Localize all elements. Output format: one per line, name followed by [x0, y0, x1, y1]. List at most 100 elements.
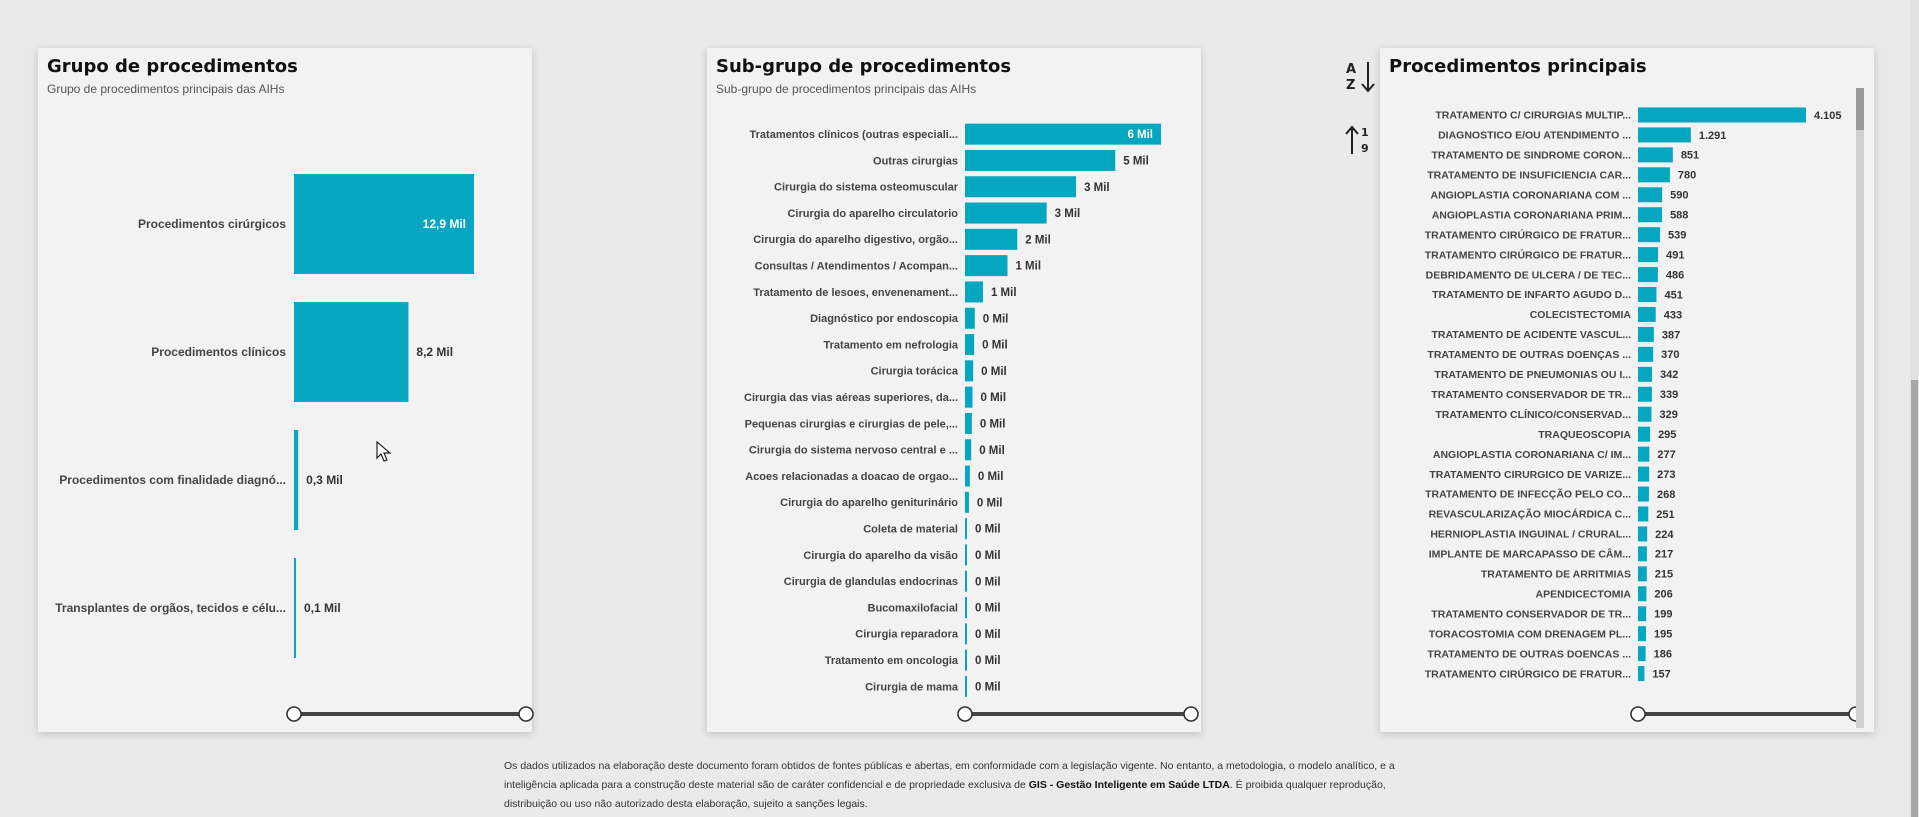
bar[interactable] — [1638, 107, 1806, 123]
category-label: HERNIOPLASTIA INGUINAL / CRURAL... — [1430, 529, 1631, 541]
principais-scrollbar[interactable] — [1856, 88, 1864, 728]
bar[interactable] — [965, 491, 969, 513]
data-label: 0 Mil — [981, 392, 1007, 404]
bar[interactable] — [965, 228, 1018, 250]
bar[interactable] — [965, 307, 975, 329]
bar[interactable] — [965, 386, 973, 408]
bar[interactable] — [294, 558, 296, 658]
bar[interactable] — [1638, 446, 1650, 462]
bar[interactable] — [965, 465, 970, 487]
data-label: 370 — [1661, 349, 1679, 361]
category-label: Cirurgia torácica — [871, 366, 959, 378]
bar[interactable] — [1638, 207, 1663, 223]
bar[interactable] — [965, 149, 1116, 171]
category-label: TRATAMENTO DE SINDROME CORON... — [1432, 150, 1632, 162]
bar[interactable] — [1638, 406, 1652, 422]
bar[interactable] — [1638, 326, 1654, 342]
bar[interactable] — [965, 255, 1008, 277]
bar[interactable] — [965, 597, 967, 619]
bar[interactable] — [1638, 167, 1670, 183]
category-label: Procedimentos com finalidade diagnó... — [59, 473, 286, 487]
data-label: 851 — [1681, 150, 1699, 162]
panel-grupo-title: Grupo de procedimentos — [47, 56, 298, 77]
bar[interactable] — [1638, 466, 1650, 482]
bar[interactable] — [1638, 586, 1647, 602]
data-label: 0,3 Mil — [306, 473, 343, 487]
bar[interactable] — [294, 430, 299, 530]
bar[interactable] — [1638, 486, 1649, 502]
principais-bar-chart[interactable]: TRATAMENTO C/ CIRURGIAS MULTIP... 4.105 DI… — [1380, 48, 1874, 732]
bar[interactable] — [1638, 506, 1649, 522]
bar[interactable] — [1638, 227, 1661, 243]
bar[interactable] — [965, 202, 1047, 224]
panel-grupo: Grupo de procedimentos Grupo de procedim… — [38, 48, 534, 732]
bar[interactable] — [965, 544, 967, 566]
bar[interactable] — [965, 518, 967, 540]
data-label: 273 — [1657, 469, 1675, 481]
bar[interactable] — [1638, 127, 1691, 143]
bar[interactable] — [1638, 546, 1647, 562]
bar[interactable] — [1638, 386, 1652, 402]
bar[interactable] — [965, 281, 983, 303]
bar[interactable] — [1638, 267, 1658, 283]
bar[interactable] — [965, 123, 1161, 145]
bar[interactable] — [294, 302, 409, 402]
range-slider-start-handle[interactable] — [1630, 706, 1646, 722]
bar[interactable] — [965, 570, 967, 592]
category-label: TRATAMENTO DE INFARTO AGUDO D... — [1432, 289, 1631, 301]
bar[interactable] — [1638, 187, 1663, 203]
data-label: 195 — [1654, 629, 1672, 641]
range-slider-end-handle[interactable] — [518, 706, 534, 722]
bar[interactable] — [965, 675, 967, 697]
category-label: Tratamento de lesoes, envenenament... — [753, 287, 958, 299]
range-slider-start-handle[interactable] — [957, 706, 973, 722]
data-label: 2 Mil — [1025, 234, 1051, 246]
bar[interactable] — [1638, 426, 1651, 442]
category-label: Cirurgia do aparelho circulatorio — [787, 208, 958, 220]
data-label: 186 — [1654, 648, 1672, 660]
category-label: TRATAMENTO CONSERVADOR DE TR... — [1431, 389, 1631, 401]
page-scrollbar[interactable] — [1910, 0, 1919, 817]
data-label: 0 Mil — [975, 655, 1001, 667]
bar[interactable] — [965, 439, 972, 461]
bar[interactable] — [1638, 247, 1659, 263]
bar[interactable] — [1638, 346, 1654, 362]
bar[interactable] — [965, 334, 975, 356]
bar[interactable] — [1638, 526, 1648, 542]
bar[interactable] — [1638, 606, 1647, 622]
bar[interactable] — [965, 623, 967, 645]
sort-numeric-icon[interactable]: 1 9 — [1344, 122, 1376, 160]
bar[interactable] — [1638, 306, 1656, 322]
subgrupo-bar-chart[interactable]: Tratamentos clínicos (outras especiali..… — [707, 48, 1201, 732]
category-label: Cirurgia do aparelho digestivo, orgão... — [753, 234, 958, 246]
category-label: TRATAMENTO C/ CIRURGIAS MULTIP... — [1435, 110, 1631, 122]
bar[interactable] — [965, 360, 974, 382]
category-label: Diagnóstico por endoscopia — [810, 313, 959, 325]
data-label: 780 — [1678, 170, 1696, 182]
bar[interactable] — [1638, 666, 1645, 682]
range-slider-end-handle[interactable] — [1183, 706, 1199, 722]
bar[interactable] — [965, 649, 967, 671]
data-label: 268 — [1657, 489, 1675, 501]
principais-scrollbar-thumb[interactable] — [1856, 88, 1864, 130]
data-label: 339 — [1660, 389, 1678, 401]
sort-alpha-icon[interactable]: A Z — [1344, 58, 1376, 96]
bar[interactable] — [965, 412, 972, 434]
bar[interactable] — [1638, 366, 1652, 382]
bar[interactable] — [1638, 287, 1657, 303]
grupo-bar-chart[interactable]: Procedimentos cirúrgicos 12,9 Mil Procedim… — [38, 48, 534, 732]
data-label: 0 Mil — [982, 340, 1008, 352]
category-label: TORACOSTOMIA COM DRENAGEM PL... — [1429, 628, 1631, 640]
bar[interactable] — [294, 174, 474, 274]
bar[interactable] — [1638, 646, 1646, 662]
data-label: 0 Mil — [978, 471, 1004, 483]
category-label: TRATAMENTO DE OUTRAS DOENCAS ... — [1427, 648, 1631, 660]
category-label: TRATAMENTO DE ACIDENTE VASCUL... — [1432, 329, 1632, 341]
range-slider-start-handle[interactable] — [286, 706, 302, 722]
bar[interactable] — [1638, 626, 1646, 642]
bar[interactable] — [1638, 147, 1673, 163]
bar[interactable] — [965, 176, 1077, 198]
bar[interactable] — [1638, 566, 1647, 582]
page-scrollbar-thumb[interactable] — [1911, 380, 1918, 817]
category-label: Cirurgia do aparelho geniturinário — [780, 497, 958, 509]
